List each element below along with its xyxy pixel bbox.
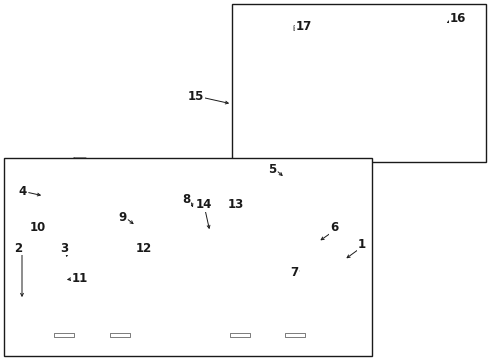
Text: 13: 13 [227,198,244,211]
Bar [231,4,485,162]
Text: 5: 5 [267,163,276,176]
Text: 7: 7 [289,265,298,279]
Text: 8: 8 [182,193,190,207]
Bar [110,333,130,337]
Text: 15: 15 [187,90,204,103]
Bar [4,158,371,356]
Text: 1: 1 [357,238,366,251]
Text: 3: 3 [60,242,68,255]
Bar [54,333,74,337]
Text: 4: 4 [18,185,26,198]
Text: ▣: ▣ [452,19,458,24]
Text: 10: 10 [30,221,46,234]
Text: 9: 9 [118,211,126,225]
Text: 12: 12 [136,242,152,255]
Text: 16: 16 [449,12,466,24]
Text: 14: 14 [195,198,212,211]
Text: 11: 11 [72,271,88,284]
Text: ▣: ▣ [292,25,299,31]
Bar [229,333,249,337]
Text: 17: 17 [295,19,312,32]
Bar [285,333,305,337]
Text: 2: 2 [14,242,22,255]
Text: 6: 6 [329,221,338,234]
